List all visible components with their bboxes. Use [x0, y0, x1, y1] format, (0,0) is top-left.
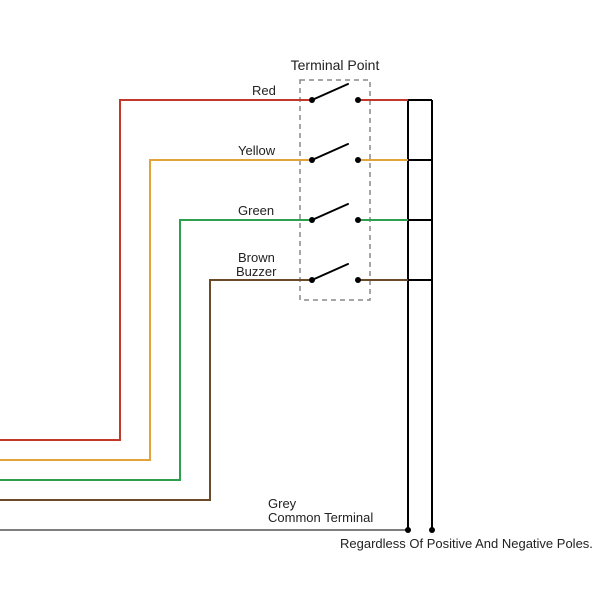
- bus-inner-end-node: [405, 527, 411, 533]
- terminal-box: [300, 80, 370, 300]
- switch-0-lever: [312, 84, 348, 100]
- terminal-box-title: Terminal Point: [291, 57, 380, 73]
- switch-2-lever: [312, 204, 348, 220]
- switch-1-lever: [312, 144, 348, 160]
- wire-brown-label2: Buzzer: [236, 264, 277, 279]
- wire-brown: [0, 280, 312, 500]
- wire-green-label: Green: [238, 203, 274, 218]
- wire-grey-label: Grey: [268, 496, 297, 511]
- switch-1-right-node: [355, 157, 361, 163]
- wire-yellow-label: Yellow: [238, 143, 276, 158]
- wire-red-label: Red: [252, 83, 276, 98]
- wire-brown-label: Brown: [238, 250, 275, 265]
- switch-3-right-node: [355, 277, 361, 283]
- footer-note: Regardless Of Positive And Negative Pole…: [340, 536, 593, 551]
- wire-grey-label2: Common Terminal: [268, 510, 373, 525]
- switch-3-lever: [312, 264, 348, 280]
- switch-2-right-node: [355, 217, 361, 223]
- switch-0-right-node: [355, 97, 361, 103]
- bus-outer-end-node: [429, 527, 435, 533]
